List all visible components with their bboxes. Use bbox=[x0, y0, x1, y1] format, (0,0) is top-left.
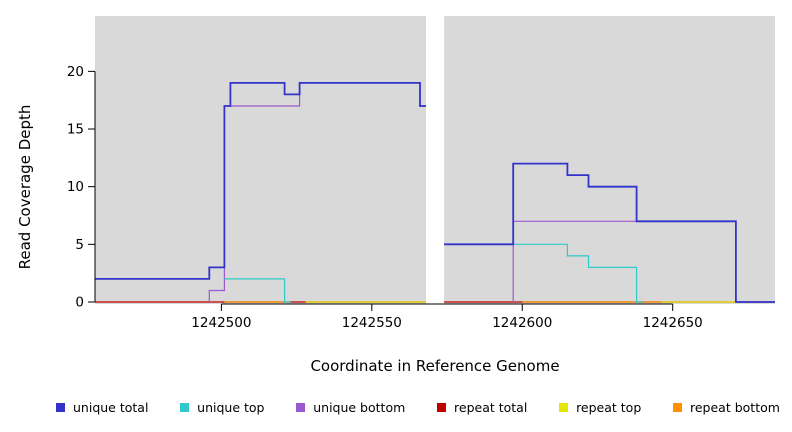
y-tick-label: 20 bbox=[67, 64, 84, 80]
legend-swatch-repeat-total bbox=[437, 402, 447, 412]
legend-item-repeat-top: repeat top bbox=[559, 400, 641, 415]
legend-swatch-repeat-top bbox=[559, 402, 569, 412]
y-tick-label: 15 bbox=[67, 122, 84, 138]
x-tick-label: 1242500 bbox=[191, 315, 251, 331]
legend-label: repeat bottom bbox=[690, 399, 780, 415]
y-axis-label: Read Coverage Depth bbox=[16, 105, 34, 270]
legend-swatch-unique-bottom bbox=[296, 402, 306, 412]
series-line-unique-top bbox=[444, 243, 643, 303]
legend-item-repeat-bottom: repeat bottom bbox=[673, 400, 780, 415]
x-tick-label: 1242550 bbox=[342, 315, 402, 331]
x-tick-label: 1242600 bbox=[492, 315, 552, 331]
legend-swatch-unique-total bbox=[56, 402, 65, 412]
legend-item-unique-total: unique total bbox=[56, 400, 148, 415]
coverage-plot: 0 5 10 15 20 1242500 1242550 1242600 1242650 Coo… bbox=[16, 14, 775, 375]
series-line-unique-total bbox=[444, 162, 775, 303]
panel-gap bbox=[426, 14, 445, 308]
legend-label: unique top bbox=[197, 399, 265, 415]
y-tick-label: 5 bbox=[75, 237, 84, 253]
legend: unique total unique top unique bottom repea… bbox=[0, 382, 792, 432]
y-tick-label: 0 bbox=[75, 295, 84, 311]
legend-swatch-repeat-bottom bbox=[673, 402, 682, 412]
x-axis-label: Coordinate in Reference Genome bbox=[310, 357, 559, 375]
legend-label: unique bottom bbox=[313, 399, 406, 415]
legend-item-repeat-total: repeat total bbox=[437, 400, 527, 415]
x-tick-label: 1242650 bbox=[643, 315, 703, 331]
series-line-unique-top bbox=[224, 278, 291, 303]
legend-label: unique total bbox=[73, 399, 149, 415]
legend-item-unique-bottom: unique bottom bbox=[296, 400, 405, 415]
legend-item-unique-top: unique top bbox=[180, 400, 264, 415]
y-tick-label: 10 bbox=[67, 179, 84, 195]
legend-label: repeat top bbox=[576, 399, 642, 415]
legend-label: repeat total bbox=[454, 399, 528, 415]
legend-swatch-unique-top bbox=[180, 402, 190, 412]
chart-layer: 0 5 10 15 20 1242500 1242550 1242600 1242650 bbox=[67, 14, 775, 331]
series-line-unique-total bbox=[95, 82, 426, 280]
